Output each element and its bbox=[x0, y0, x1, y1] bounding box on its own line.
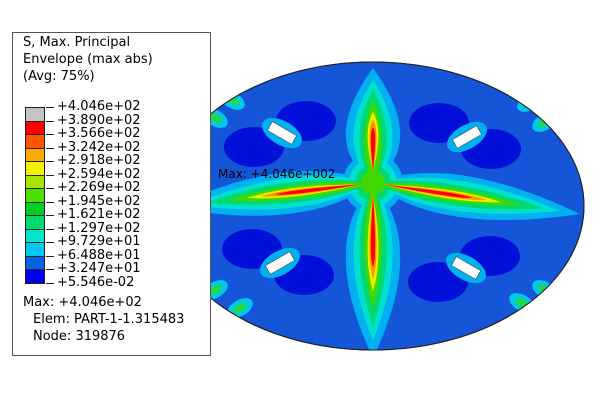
legend-tick bbox=[46, 134, 54, 135]
legend-tick bbox=[46, 120, 54, 122]
color-band bbox=[25, 174, 45, 188]
max-value: Max: +4.046e+02 bbox=[23, 295, 142, 310]
color-band bbox=[25, 255, 45, 269]
legend-title-line: (Avg: 75%) bbox=[23, 69, 95, 84]
stress-contour-arm bbox=[370, 127, 376, 171]
color-band bbox=[25, 201, 45, 215]
legend-label: +3.566e+02 bbox=[57, 126, 141, 141]
legend-tick bbox=[46, 107, 54, 108]
hole-cutout bbox=[265, 251, 295, 275]
legend-label: +2.269e+02 bbox=[57, 180, 141, 195]
color-band bbox=[25, 120, 45, 134]
legend-label: +5.546e-02 bbox=[57, 274, 135, 290]
legend-tick bbox=[46, 269, 54, 270]
hole-cutout bbox=[267, 121, 297, 145]
legend-label: +1.297e+02 bbox=[57, 220, 141, 236]
hole-cutout bbox=[452, 125, 482, 149]
edge-stress-spot bbox=[207, 284, 223, 296]
legend-title-line: S, Max. Principal bbox=[23, 35, 131, 50]
legend-tick bbox=[46, 201, 54, 203]
color-band bbox=[25, 228, 45, 242]
legend-tick bbox=[46, 161, 54, 162]
legend-tick bbox=[46, 215, 54, 216]
legend-tick bbox=[46, 147, 54, 149]
legend-tick bbox=[46, 282, 54, 284]
stress-contour-center bbox=[361, 171, 385, 195]
contour-layers bbox=[170, 68, 580, 350]
legend-label: +4.046e+02 bbox=[57, 99, 141, 114]
edge-stress-spot bbox=[207, 112, 223, 124]
stress-contour-arm bbox=[370, 195, 376, 267]
color-band bbox=[25, 215, 45, 229]
legend-label: +3.890e+02 bbox=[57, 112, 141, 128]
legend-label: +1.621e+02 bbox=[57, 207, 141, 222]
color-band bbox=[25, 107, 45, 121]
legend-label: +3.242e+02 bbox=[57, 139, 141, 155]
hole-cutout bbox=[451, 256, 481, 280]
stress-contour-arm bbox=[384, 184, 473, 198]
legend-label: +3.247e+01 bbox=[57, 261, 141, 276]
legend-label: +6.488e+01 bbox=[57, 247, 141, 263]
legend-label: +9.729e+01 bbox=[57, 234, 141, 249]
legend-tick bbox=[46, 242, 54, 243]
legend: S, Max. Principal Envelope (max abs) (Av… bbox=[12, 32, 211, 356]
color-band bbox=[25, 242, 45, 256]
stress-contour-arm bbox=[275, 184, 362, 195]
max-node: Node: 319876 bbox=[33, 329, 126, 344]
color-band bbox=[25, 147, 45, 161]
legend-label: +1.945e+02 bbox=[57, 193, 141, 209]
legend-tick bbox=[46, 188, 54, 189]
color-band bbox=[25, 269, 45, 284]
legend-title-line: Envelope (max abs) bbox=[23, 52, 153, 67]
max-element: Elem: PART-1-1.315483 bbox=[33, 312, 185, 327]
legend-tick bbox=[46, 174, 54, 176]
color-band bbox=[25, 188, 45, 202]
legend-tick bbox=[46, 255, 54, 257]
legend-label: +2.918e+02 bbox=[57, 153, 141, 168]
color-band bbox=[25, 134, 45, 148]
legend-tick bbox=[46, 228, 54, 230]
max-annotation: Max: +4.046e+002 bbox=[218, 167, 336, 181]
color-band bbox=[25, 161, 45, 175]
legend-label: +2.594e+02 bbox=[57, 166, 141, 182]
edge-stress-spot bbox=[232, 302, 248, 314]
color-bar bbox=[25, 107, 45, 284]
